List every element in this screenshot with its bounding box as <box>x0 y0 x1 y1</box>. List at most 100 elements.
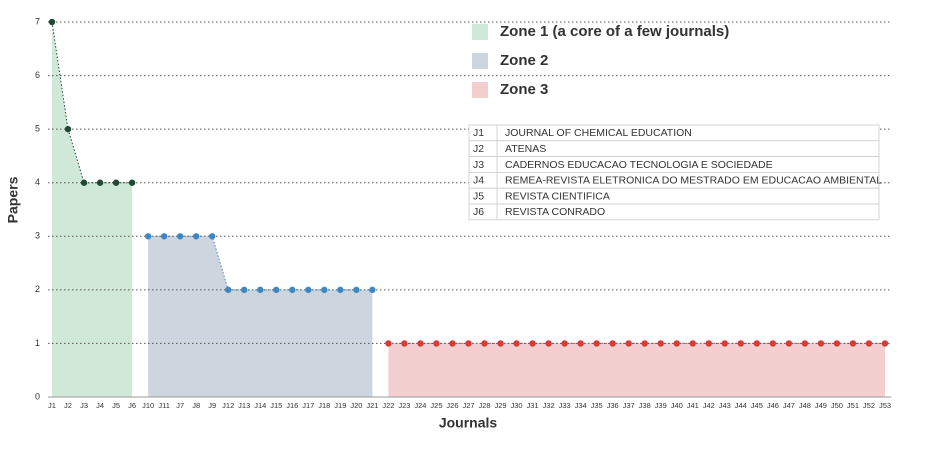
x-tick-label: J17 <box>302 401 314 410</box>
data-point <box>593 340 600 347</box>
legend-label: Zone 1 (a core of a few journals) <box>500 23 729 40</box>
data-point <box>144 233 152 240</box>
data-point <box>705 340 712 347</box>
x-tick-label: J48 <box>799 401 811 410</box>
x-tick-label: J29 <box>494 401 506 410</box>
y-tick-label: 4 <box>35 177 40 187</box>
data-point <box>689 340 696 347</box>
data-point <box>369 286 376 294</box>
x-tick-label: J30 <box>511 401 523 410</box>
data-point <box>353 286 360 294</box>
x-tick-label: J42 <box>703 401 715 410</box>
x-tick-label: J8 <box>192 401 200 410</box>
y-tick-label: 6 <box>35 70 40 80</box>
data-point <box>401 340 408 347</box>
x-tick-label: J33 <box>559 401 571 410</box>
x-tick-label: J49 <box>815 401 827 410</box>
data-point <box>849 340 857 347</box>
data-point <box>609 340 616 347</box>
data-point <box>465 340 472 347</box>
x-tick-label: J23 <box>398 401 410 410</box>
data-point <box>433 340 440 347</box>
table-name: ATENAS <box>505 143 546 155</box>
data-point <box>160 233 168 240</box>
x-tick-label: J24 <box>414 401 426 410</box>
table-code: J1 <box>473 127 484 139</box>
x-tick-label: J38 <box>639 401 651 410</box>
data-point <box>273 286 280 294</box>
y-tick-label: 7 <box>35 16 40 26</box>
x-tick-label: J44 <box>735 401 747 410</box>
data-point <box>417 340 424 347</box>
zone-area <box>52 22 133 397</box>
data-point <box>449 340 456 347</box>
table-row <box>468 203 880 221</box>
x-tick-label: J21 <box>366 401 378 410</box>
data-point <box>225 286 232 294</box>
data-point <box>64 125 72 133</box>
x-tick-label: J35 <box>591 401 603 410</box>
data-point <box>753 340 761 347</box>
data-point <box>289 286 296 294</box>
x-tick-label: J32 <box>543 401 555 410</box>
legend-label: Zone 2 <box>500 52 548 69</box>
data-point <box>128 179 136 186</box>
x-tick-label: J15 <box>270 401 282 410</box>
x-tick-label: J6 <box>128 401 136 410</box>
table-code: J5 <box>473 190 484 202</box>
data-point <box>305 286 312 294</box>
x-tick-label: J13 <box>238 401 250 410</box>
x-tick-label: J45 <box>751 401 763 410</box>
x-tick-label: J40 <box>671 401 683 410</box>
x-tick-label: J28 <box>478 401 490 410</box>
data-point <box>785 340 793 347</box>
data-point <box>721 340 729 347</box>
data-point <box>192 233 200 240</box>
x-tick-label: J10 <box>142 401 154 410</box>
x-tick-label: J27 <box>462 401 474 410</box>
data-point <box>96 179 104 186</box>
data-point <box>529 340 536 347</box>
y-tick-label: 5 <box>35 124 40 134</box>
data-point <box>337 286 344 294</box>
table-name: REVISTA CIENTIFICA <box>505 190 610 202</box>
zone-line <box>51 21 133 184</box>
data-point <box>513 340 520 347</box>
data-point <box>48 18 56 26</box>
table-name: JOURNAL OF CHEMICAL EDUCATION <box>505 127 692 139</box>
zone-area <box>388 343 885 397</box>
data-point <box>769 340 777 347</box>
data-point <box>657 340 664 347</box>
y-tick-label: 1 <box>35 338 40 348</box>
x-tick-label: J22 <box>382 401 394 410</box>
x-tick-label: J36 <box>607 401 619 410</box>
x-tick-label: J46 <box>767 401 779 410</box>
data-point <box>865 340 873 347</box>
data-point <box>112 179 120 186</box>
data-point <box>561 340 568 347</box>
data-point <box>673 340 680 347</box>
data-point <box>833 340 841 347</box>
data-point <box>737 340 745 347</box>
data-point <box>385 340 392 347</box>
x-tick-label: J53 <box>879 401 891 410</box>
x-tick-label: J18 <box>318 401 330 410</box>
data-point <box>481 340 488 347</box>
data-point <box>545 340 552 347</box>
x-tick-label: J9 <box>208 401 216 410</box>
x-tick-label: J16 <box>286 401 298 410</box>
x-tick-label: J43 <box>719 401 731 410</box>
table-code: J3 <box>473 159 484 171</box>
zone-area <box>148 236 373 397</box>
table-code: J4 <box>473 175 484 187</box>
legend-swatch <box>472 82 488 98</box>
x-tick-label: J47 <box>783 401 795 410</box>
x-tick-label: J5 <box>112 401 120 410</box>
x-tick-label: J31 <box>527 401 539 410</box>
data-point <box>497 340 504 347</box>
x-tick-label: J2 <box>64 401 72 410</box>
table-name: REMEA-REVISTA ELETRONICA DO MESTRADO EM … <box>505 175 882 187</box>
table-name: CADERNOS EDUCACAO TECNOLOGIA E SOCIEDADE <box>505 159 773 171</box>
x-tick-label: J19 <box>334 401 346 410</box>
